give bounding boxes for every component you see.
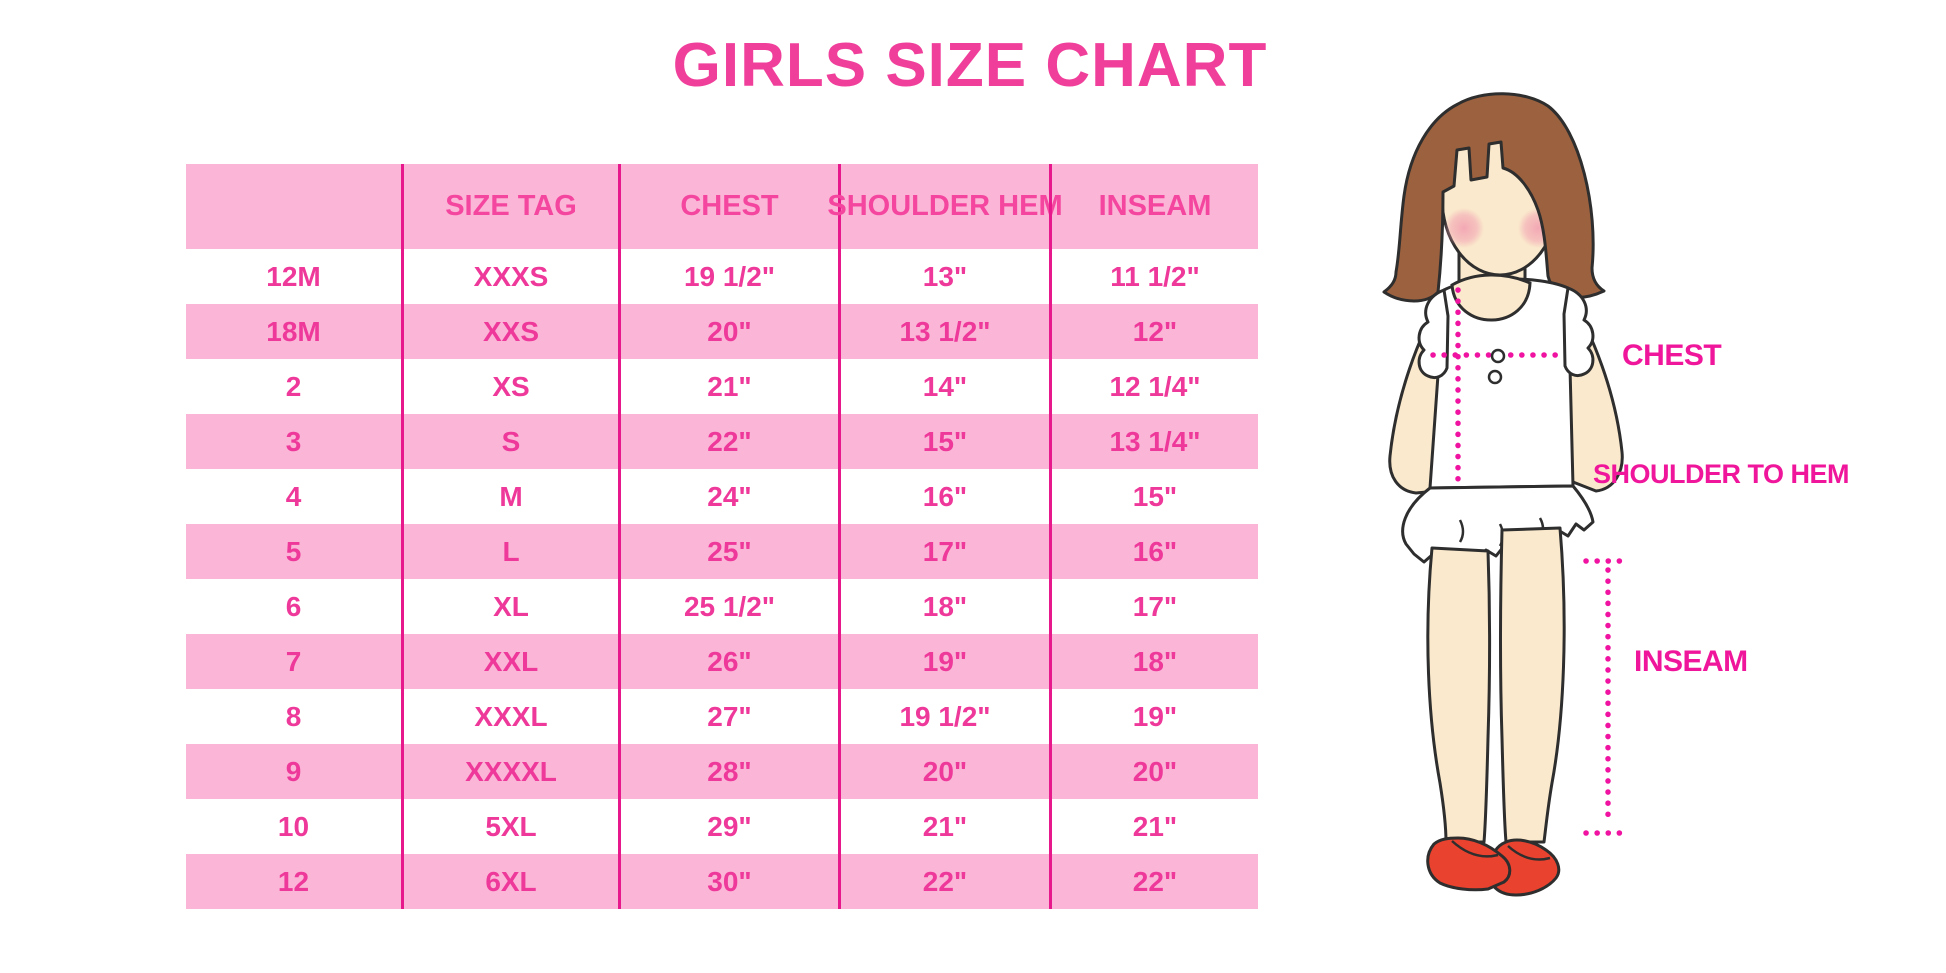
table-cell: 22" bbox=[618, 414, 838, 469]
table-cell: 12M bbox=[266, 260, 321, 292]
table-row: 8 XXXL 27" 19 1/2" 19" bbox=[186, 689, 1258, 744]
table-cell: 29" bbox=[618, 799, 838, 854]
table-cell: 6XL bbox=[401, 854, 618, 909]
table-cell: 25" bbox=[618, 524, 838, 579]
table-row: 9 XXXXL 28" 20" 20" bbox=[186, 744, 1258, 799]
table-cell: 19 1/2" bbox=[838, 689, 1049, 744]
table-cell: 18" bbox=[1049, 634, 1258, 689]
table-cell: 27" bbox=[618, 689, 838, 744]
table-cell: 20" bbox=[618, 304, 838, 359]
header-cell bbox=[186, 164, 401, 249]
table-cell: XXL bbox=[401, 634, 618, 689]
chest-label: CHEST bbox=[1622, 339, 1722, 372]
table-cell: 21" bbox=[618, 359, 838, 414]
table-cell: 17" bbox=[1049, 579, 1258, 634]
table-cell: 16" bbox=[838, 469, 1049, 524]
table-cell: 20" bbox=[838, 744, 1049, 799]
table-cell: XXS bbox=[401, 304, 618, 359]
girl-top-buttons bbox=[1487, 348, 1506, 385]
header-cell: SIZE TAG bbox=[401, 164, 618, 249]
header-cell: CHEST bbox=[618, 164, 838, 249]
table-cell: XS bbox=[401, 359, 618, 414]
table-row: 12 6XL 30" 22" 22" bbox=[186, 854, 1258, 909]
table-cell: 18" bbox=[838, 579, 1049, 634]
table-row: 6 XL 25 1/2" 18" 17" bbox=[186, 579, 1258, 634]
table-cell: 19 1/2" bbox=[618, 249, 838, 304]
inseam-label: INSEAM bbox=[1634, 645, 1748, 678]
table-cell: M bbox=[401, 469, 618, 524]
table-cell: 16" bbox=[1049, 524, 1258, 579]
table-cell: 2 bbox=[285, 370, 302, 402]
table-cell: 10 bbox=[277, 810, 310, 842]
table-cell: 9 bbox=[285, 755, 302, 787]
table-cell: 25 1/2" bbox=[618, 579, 838, 634]
table-cell: 13" bbox=[838, 249, 1049, 304]
table-cell: 26" bbox=[618, 634, 838, 689]
girl-skirt bbox=[1401, 484, 1595, 564]
table-header-row: SIZE TAG CHEST SHOULDER HEM INSEAM bbox=[186, 164, 1258, 249]
table-cell: 12 bbox=[277, 865, 310, 897]
table-cell: 28" bbox=[618, 744, 838, 799]
table-cell: XL bbox=[401, 579, 618, 634]
page-title: GIRLS SIZE CHART bbox=[672, 31, 1268, 100]
table-cell: 15" bbox=[1049, 469, 1258, 524]
girl-shoes bbox=[1426, 836, 1561, 897]
table-cell: 24" bbox=[618, 469, 838, 524]
header-cell: SHOULDER HEM bbox=[827, 164, 1063, 249]
table-cell: 19" bbox=[1049, 689, 1258, 744]
girl-illustration bbox=[1382, 92, 1631, 897]
table-cell: 13 1/2" bbox=[838, 304, 1049, 359]
shoulder-to-hem-label: SHOULDER TO HEM bbox=[1593, 459, 1850, 489]
table-cell: XXXL bbox=[401, 689, 618, 744]
girl-figure bbox=[1340, 78, 1880, 908]
table-row: 3 S 22" 15" 13 1/4" bbox=[186, 414, 1258, 469]
table-cell: 21" bbox=[838, 799, 1049, 854]
table-row: 10 5XL 29" 21" 21" bbox=[186, 799, 1258, 854]
table-row: 4 M 24" 16" 15" bbox=[186, 469, 1258, 524]
table-cell: 17" bbox=[838, 524, 1049, 579]
table-cell: L bbox=[401, 524, 618, 579]
table-cell: 20" bbox=[1049, 744, 1258, 799]
table-cell: 5XL bbox=[401, 799, 618, 854]
table-cell: 18M bbox=[266, 315, 321, 347]
table-cell: 30" bbox=[618, 854, 838, 909]
table-cell: 12" bbox=[1049, 304, 1258, 359]
table-row: 2 XS 21" 14" 12 1/4" bbox=[186, 359, 1258, 414]
table-cell: 14" bbox=[838, 359, 1049, 414]
table-cell: 4 bbox=[285, 480, 302, 512]
table-cell: 21" bbox=[1049, 799, 1258, 854]
table-cell: 6 bbox=[285, 590, 302, 622]
table-cell: 3 bbox=[285, 425, 302, 457]
table-cell: 11 1/2" bbox=[1049, 249, 1258, 304]
table-cell: 15" bbox=[838, 414, 1049, 469]
table-row: 18M XXS 20" 13 1/2" 12" bbox=[186, 304, 1258, 359]
table-cell: 12 1/4" bbox=[1049, 359, 1258, 414]
header-cell: INSEAM bbox=[1049, 164, 1258, 249]
table-cell: S bbox=[401, 414, 618, 469]
girl-hair bbox=[1382, 92, 1606, 303]
table-cell: 22" bbox=[1049, 854, 1258, 909]
table-cell: XXXXL bbox=[401, 744, 618, 799]
table-cell: 8 bbox=[285, 700, 302, 732]
table-cell: 7 bbox=[285, 645, 302, 677]
table-cell: 19" bbox=[838, 634, 1049, 689]
table-row: 5 L 25" 17" 16" bbox=[186, 524, 1258, 579]
table-row: 12M XXXS 19 1/2" 13" 11 1/2" bbox=[186, 249, 1258, 304]
girl-shoulder-frills bbox=[1417, 286, 1595, 380]
girl-neckline bbox=[1450, 273, 1532, 322]
table-cell: 13 1/4" bbox=[1049, 414, 1258, 469]
girl-blush-left bbox=[1444, 208, 1484, 248]
table-row: 7 XXL 26" 19" 18" bbox=[186, 634, 1258, 689]
size-chart-table: SIZE TAG CHEST SHOULDER HEM INSEAM 12M XXXS 19… bbox=[186, 164, 1258, 909]
girl-legs bbox=[1426, 526, 1566, 844]
table-cell: XXXS bbox=[401, 249, 618, 304]
table-cell: 22" bbox=[838, 854, 1049, 909]
table-cell: 5 bbox=[285, 535, 302, 567]
